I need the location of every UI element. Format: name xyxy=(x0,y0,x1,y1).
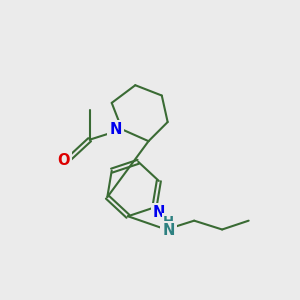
Text: N: N xyxy=(162,224,175,238)
Text: O: O xyxy=(58,153,70,168)
Text: N: N xyxy=(153,205,165,220)
Text: N: N xyxy=(110,122,122,137)
Text: H: H xyxy=(163,215,174,228)
